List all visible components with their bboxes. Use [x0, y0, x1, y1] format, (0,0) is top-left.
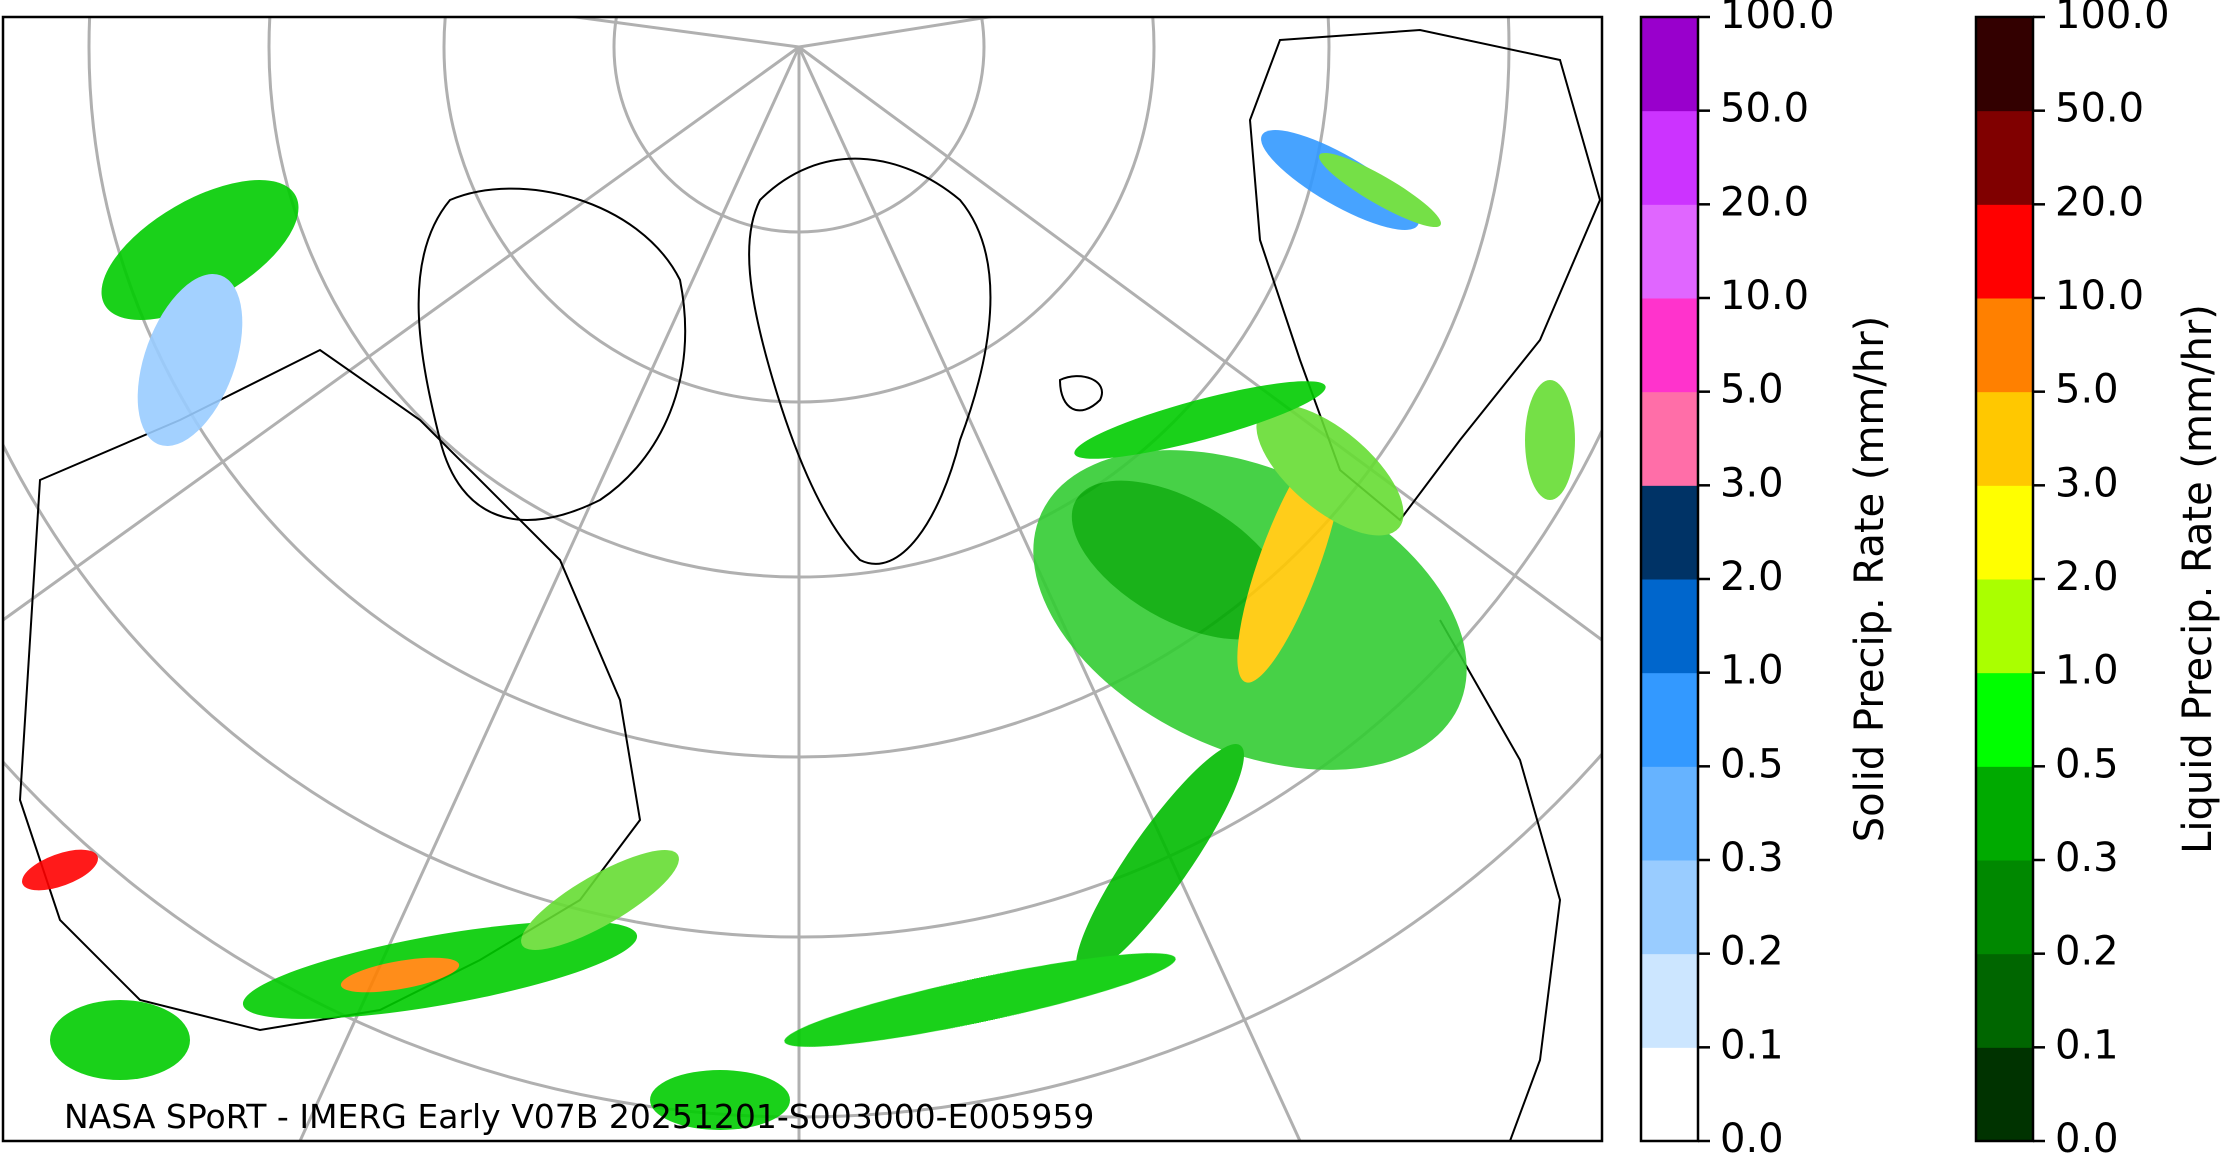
color-segment [1976, 1047, 2033, 1142]
map: NASA SPoRT - IMERG Early V07B 20251201-S… [3, 17, 1602, 1141]
tick-label: 3.0 [1720, 460, 1784, 506]
color-segment [1641, 204, 1698, 299]
color-segment [1976, 579, 2033, 674]
tick-label: 1.0 [1720, 648, 1784, 694]
color-segment [1641, 672, 1698, 767]
color-segment [1976, 17, 2033, 112]
color-segment [1976, 298, 2033, 393]
tick-label: 0.1 [2055, 1022, 2119, 1068]
colorbar-title: Solid Precip. Rate (mm/hr) [1847, 316, 1893, 843]
tick-label: 10.0 [1720, 273, 1809, 319]
color-segment [1641, 579, 1698, 674]
tick-label: 100.0 [2055, 0, 2170, 38]
colorbar: 0.0 0.1 0.2 0.3 0.5 1.0 2.0 3.0 5.0 10.0 20.0 50.0 1… [1639, 0, 1893, 1162]
tick-label: 0.3 [1720, 835, 1784, 881]
tick-label: 0.3 [2055, 835, 2119, 881]
tick-label: 50.0 [2055, 86, 2144, 132]
color-segment [1641, 110, 1698, 205]
color-segment [1976, 485, 2033, 580]
tick-label: 50.0 [1720, 86, 1809, 132]
color-segment [1641, 17, 1698, 112]
tick-label: 0.5 [2055, 741, 2119, 787]
tick-label: 2.0 [1720, 554, 1784, 600]
color-segment [1641, 298, 1698, 393]
tick-label: 100.0 [1720, 0, 1835, 38]
color-segment [1976, 766, 2033, 861]
credit: NASA SPoRT - IMERG Early V07B 20251201-S… [64, 1097, 1094, 1136]
tick-label: 5.0 [1720, 367, 1784, 413]
color-segment [1976, 672, 2033, 767]
tick-label: 0.0 [2055, 1116, 2119, 1162]
color-segment [1976, 110, 2033, 205]
color-segment [1976, 204, 2033, 299]
colorbar-title: Liquid Precip. Rate (mm/hr) [2175, 304, 2221, 854]
color-segment [1976, 953, 2033, 1048]
tick-label: 0.2 [1720, 929, 1784, 975]
tick-label: 3.0 [2055, 460, 2119, 506]
tick-label: 1.0 [2055, 648, 2119, 694]
colorbar: 0.0 0.1 0.2 0.3 0.5 1.0 2.0 3.0 5.0 10.0 20.0 50.0 1… [1974, 0, 2221, 1162]
tick-label: 2.0 [2055, 554, 2119, 600]
tick-label: 20.0 [2055, 179, 2144, 225]
tick-label: 0.2 [2055, 929, 2119, 975]
tick-label: 0.0 [1720, 1116, 1784, 1162]
tick-label: 0.1 [1720, 1022, 1784, 1068]
tick-label: 10.0 [2055, 273, 2144, 319]
color-segment [1976, 860, 2033, 955]
tick-label: 5.0 [2055, 367, 2119, 413]
map-frame [1, 15, 1604, 1143]
tick-label: 20.0 [1720, 179, 1809, 225]
color-segment [1641, 766, 1698, 861]
tick-label: 0.5 [1720, 741, 1784, 787]
color-segment [1641, 1047, 1698, 1142]
color-segment [1641, 953, 1698, 1048]
precipitation [22, 130, 1575, 1130]
color-segment [1641, 391, 1698, 486]
color-segment [1641, 860, 1698, 955]
color-segment [1641, 485, 1698, 580]
color-segment [1976, 391, 2033, 486]
coastlines [18, 28, 1602, 1141]
